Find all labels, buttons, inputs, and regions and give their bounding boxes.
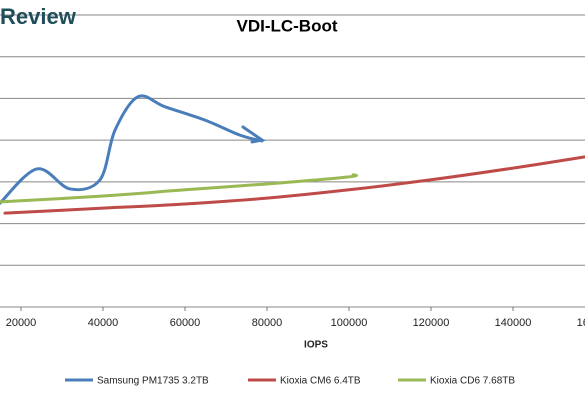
series-line — [3, 155, 585, 215]
x-tick-label: 40000 — [88, 317, 119, 329]
x-tick-label: 60000 — [170, 317, 201, 329]
series-line — [0, 173, 358, 204]
x-tick-label: 140000 — [495, 317, 532, 329]
x-tick-label: 120000 — [413, 317, 450, 329]
x-tick-label: 160000 — [577, 317, 585, 329]
chart-title: VDI-LC-Boot — [236, 16, 337, 35]
legend-label: Kioxia CM6 6.4TB — [280, 376, 361, 387]
x-axis-title: IOPS — [304, 340, 328, 351]
brand-logo: Review — [0, 4, 77, 29]
x-tick-label: 80000 — [252, 317, 283, 329]
series-line — [0, 94, 264, 205]
legend-label: Kioxia CD6 7.68TB — [430, 376, 515, 387]
legend-label: Samsung PM1735 3.2TB — [97, 376, 209, 387]
x-tick-label: 100000 — [331, 317, 368, 329]
x-tick-label: 20000 — [6, 317, 37, 329]
